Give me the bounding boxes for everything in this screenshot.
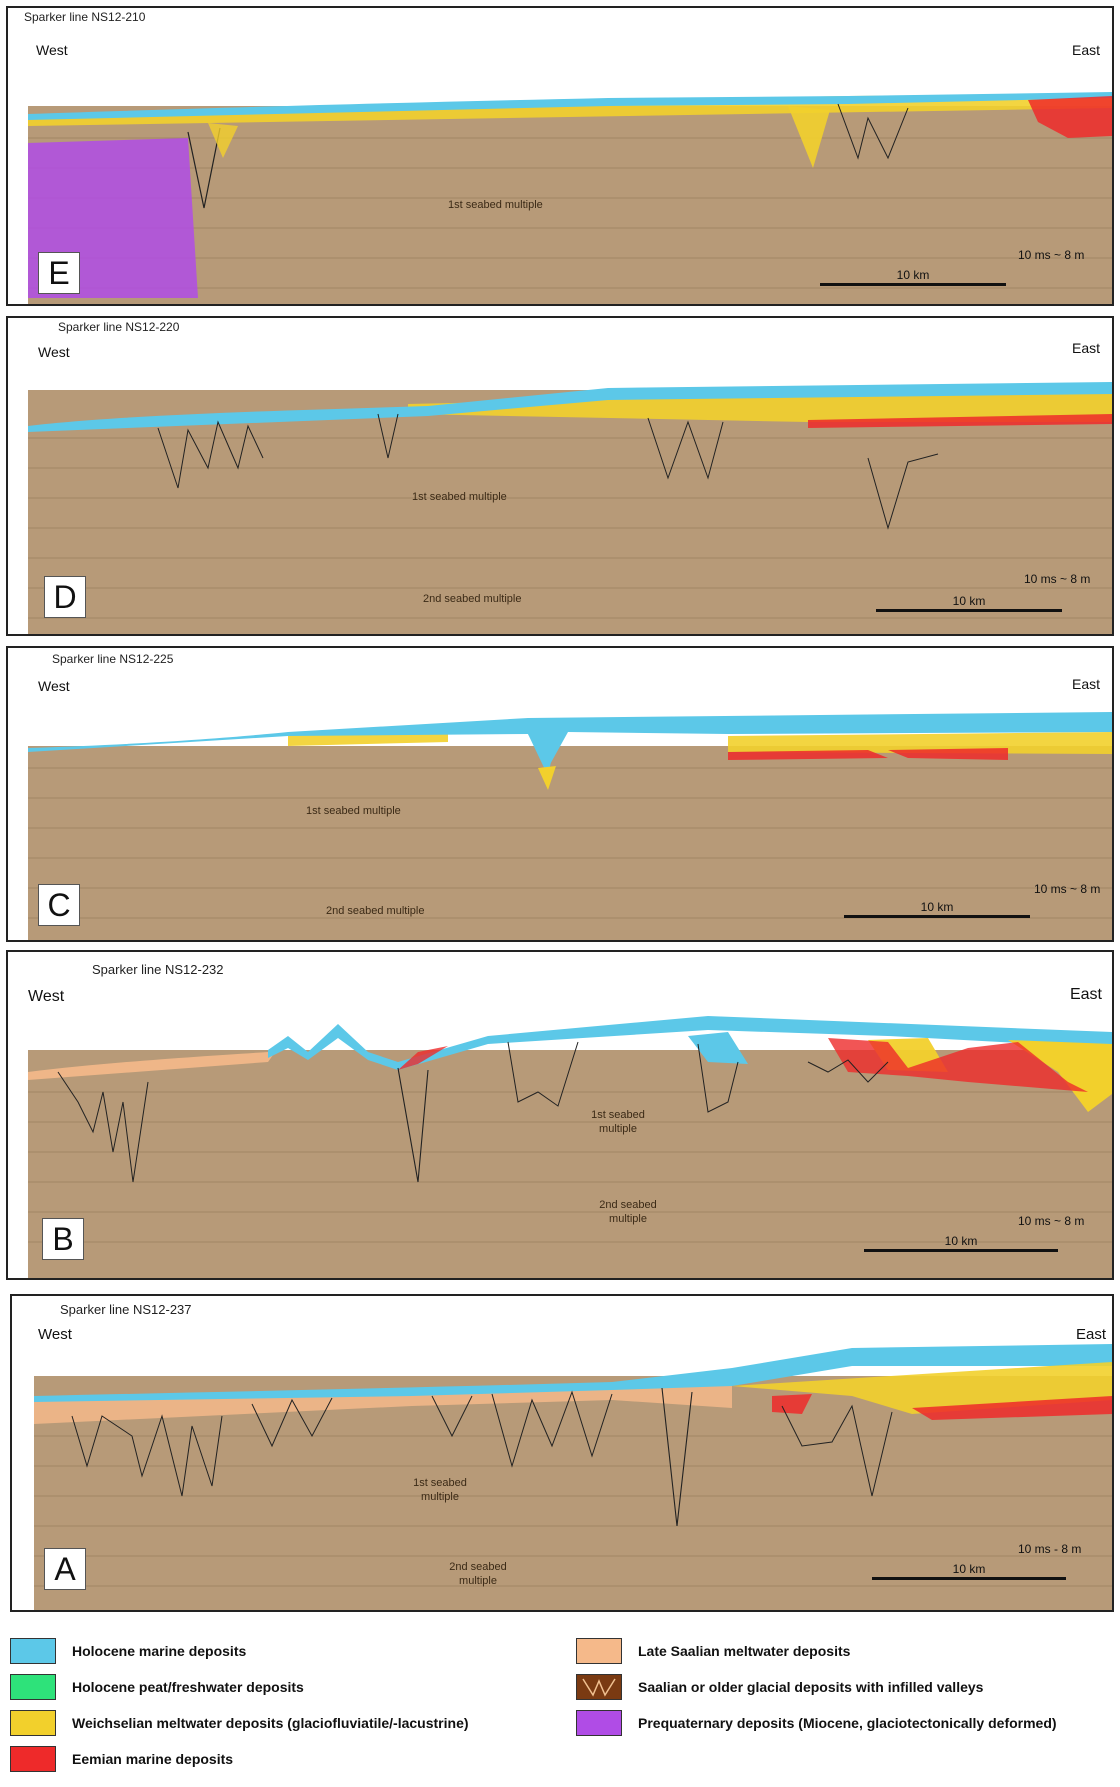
scale-bar bbox=[820, 283, 1006, 286]
east-label: East bbox=[1069, 986, 1102, 1003]
legend-item-holocene-marine: Holocene marine deposits bbox=[10, 1638, 246, 1664]
legend-label: Holocene peat/freshwater deposits bbox=[72, 1679, 304, 1695]
east-label: East bbox=[1071, 42, 1100, 58]
vertical-scale: 10 ms ~ 8 m bbox=[1034, 882, 1101, 896]
scale-bar bbox=[844, 915, 1030, 918]
panel-title: Sparker line NS12-220 bbox=[58, 320, 180, 334]
legend: Holocene marine deposits Holocene peat/f… bbox=[10, 1630, 1110, 1780]
seismic-section-e bbox=[28, 26, 1112, 304]
horizontal-scale: 10 km bbox=[820, 268, 1006, 286]
west-label: West bbox=[36, 42, 68, 58]
vertical-scale: 10 ms ~ 8 m bbox=[1018, 1214, 1085, 1228]
legend-item-weichselian: Weichselian meltwater deposits (glaciofl… bbox=[10, 1710, 469, 1736]
first-multiple-label: 1st seabed multiple bbox=[306, 805, 401, 817]
west-label: West bbox=[38, 678, 70, 694]
second-multiple-label: 2nd seabed multiple bbox=[326, 905, 425, 917]
legend-label: Late Saalian meltwater deposits bbox=[638, 1643, 851, 1659]
panel-letter: A bbox=[44, 1548, 86, 1590]
swatch-holocene-marine bbox=[10, 1638, 56, 1664]
horizontal-scale-label: 10 km bbox=[952, 594, 986, 608]
panel-title: Sparker line NS12-225 bbox=[52, 652, 174, 666]
legend-label: Holocene marine deposits bbox=[72, 1643, 247, 1659]
legend-item-saalian-glacial: Saalian or older glacial deposits with i… bbox=[576, 1674, 983, 1700]
legend-item-holocene-peat: Holocene peat/freshwater deposits bbox=[10, 1674, 304, 1700]
swatch-eemian bbox=[10, 1746, 56, 1772]
west-label: West bbox=[38, 344, 70, 360]
panel-letter: D bbox=[44, 576, 86, 618]
legend-label: Prequaternary deposits (Miocene, glaciot… bbox=[638, 1715, 1057, 1731]
second-multiple-label: 2nd seabed multiple bbox=[449, 1561, 507, 1587]
scale-bar bbox=[864, 1249, 1058, 1252]
seismic-section-a bbox=[34, 1314, 1112, 1610]
seismic-section-c bbox=[28, 666, 1112, 940]
seismic-panel-b: Sparker line NS12-232 West East 1st seab… bbox=[6, 950, 1114, 1280]
legend-item-late-saalian: Late Saalian meltwater deposits bbox=[576, 1638, 850, 1664]
panel-letter: C bbox=[38, 884, 80, 926]
vertical-scale: 10 ms ~ 8 m bbox=[1024, 572, 1091, 586]
panel-letter: E bbox=[38, 252, 80, 294]
legend-item-eemian: Eemian marine deposits bbox=[10, 1746, 233, 1772]
scale-bar bbox=[876, 609, 1062, 612]
legend-label: Weichselian meltwater deposits (glaciofl… bbox=[72, 1715, 469, 1731]
seismic-panel-c: Sparker line NS12-225 West East 1st seab… bbox=[6, 646, 1114, 942]
legend-item-prequaternary: Prequaternary deposits (Miocene, glaciot… bbox=[576, 1710, 1057, 1736]
panel-letter: B bbox=[42, 1218, 84, 1260]
east-label: East bbox=[1075, 1326, 1106, 1343]
horizontal-scale: 10 km bbox=[876, 594, 1062, 612]
west-label: West bbox=[38, 1326, 72, 1343]
panel-title: Sparker line NS12-237 bbox=[60, 1302, 192, 1317]
valley-outline-icon bbox=[576, 1674, 622, 1700]
legend-label: Eemian marine deposits bbox=[72, 1751, 234, 1767]
horizontal-scale: 10 km bbox=[872, 1562, 1066, 1580]
first-multiple-label: 1st seabed multiple bbox=[448, 199, 543, 211]
seismic-panel-e: Sparker line NS12-210 West East 1st seab… bbox=[6, 6, 1114, 306]
east-label: East bbox=[1071, 676, 1100, 692]
horizontal-scale-label: 10 km bbox=[952, 1562, 986, 1576]
horizontal-scale-label: 10 km bbox=[920, 900, 954, 914]
first-multiple-label: 1st seabed multiple bbox=[591, 1109, 645, 1135]
first-multiple-label: 1st seabed multiple bbox=[413, 1477, 467, 1503]
seismic-panel-a: Sparker line NS12-237 West East 1st seab… bbox=[10, 1294, 1114, 1612]
horizontal-scale-label: 10 km bbox=[896, 268, 930, 282]
seismic-section-d bbox=[28, 336, 1112, 634]
swatch-late-saalian bbox=[576, 1638, 622, 1664]
vertical-scale: 10 ms - 8 m bbox=[1018, 1542, 1082, 1556]
swatch-prequaternary bbox=[576, 1710, 622, 1736]
seismic-panel-d: Sparker line NS12-220 West East 1st seab… bbox=[6, 316, 1114, 636]
panel-title: Sparker line NS12-232 bbox=[92, 962, 224, 977]
panel-title: Sparker line NS12-210 bbox=[24, 10, 146, 24]
legend-label: Saalian or older glacial deposits with i… bbox=[638, 1679, 984, 1695]
scale-bar bbox=[872, 1577, 1066, 1580]
west-label: West bbox=[28, 988, 65, 1005]
swatch-weichselian bbox=[10, 1710, 56, 1736]
seismic-section-b bbox=[28, 974, 1112, 1278]
horizontal-scale: 10 km bbox=[864, 1234, 1058, 1252]
second-multiple-label: 2nd seabed multiple bbox=[423, 593, 522, 605]
second-multiple-label: 2nd seabed multiple bbox=[599, 1199, 657, 1225]
swatch-holocene-peat bbox=[10, 1674, 56, 1700]
horizontal-scale-label: 10 km bbox=[944, 1234, 978, 1248]
east-label: East bbox=[1071, 340, 1100, 356]
horizontal-scale: 10 km bbox=[844, 900, 1030, 918]
first-multiple-label: 1st seabed multiple bbox=[412, 491, 507, 503]
vertical-scale: 10 ms ~ 8 m bbox=[1018, 248, 1085, 262]
